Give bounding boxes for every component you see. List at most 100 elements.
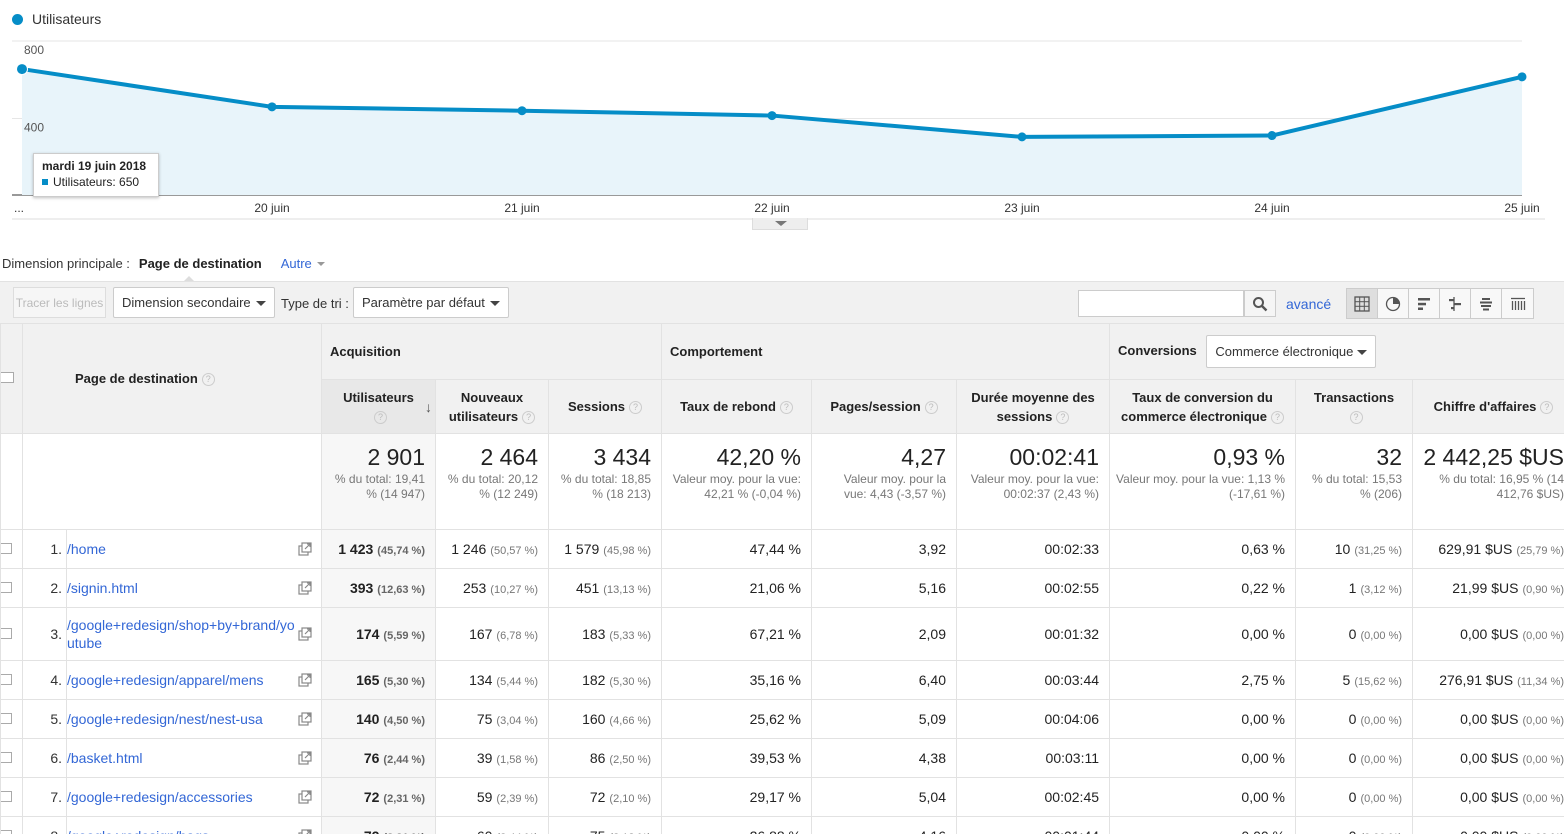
row-select-cell <box>0 777 23 817</box>
help-icon[interactable]: ? <box>1270 410 1284 424</box>
total-sessions-sub: % du total: 18,85 % (18 213) <box>560 472 651 501</box>
row-bounce: 29,17 % <box>661 777 812 817</box>
search-button[interactable] <box>1244 290 1276 317</box>
row-revenue-value: 0,00 $US <box>1460 626 1519 642</box>
row-bounce: 21,06 % <box>661 568 812 608</box>
group-acquisition: Acquisition <box>321 323 662 380</box>
row-users-value: 140 <box>356 711 380 727</box>
row-conv-rate: 0,00 % <box>1109 816 1297 834</box>
help-icon[interactable]: ? <box>629 401 643 415</box>
row-new-users: 39 (1,58 %) <box>435 738 549 778</box>
row-users-pct: (12,63 %) <box>377 584 425 596</box>
row-checkbox[interactable] <box>1 713 12 724</box>
row-checkbox[interactable] <box>1 543 12 554</box>
row-duration: 00:02:33 <box>955 529 1111 569</box>
row-checkbox[interactable] <box>1 830 12 834</box>
table-search-input[interactable] <box>1078 290 1244 317</box>
help-icon[interactable]: ? <box>522 410 536 424</box>
row-select-cell <box>0 529 23 569</box>
dimension-other-dropdown[interactable]: Autre <box>281 256 325 271</box>
landing-page-link[interactable]: /google+redesign/nest/nest-usa <box>67 711 263 727</box>
help-icon[interactable]: ? <box>201 373 215 387</box>
sort-type-select[interactable]: Paramètre par défaut <box>353 287 509 318</box>
select-all-checkbox[interactable] <box>1 372 14 383</box>
landing-page-link[interactable]: /home <box>67 541 106 557</box>
table-row: 2. /signin.html 393 (12,63 %) 253 (10,27 %… <box>0 568 1564 608</box>
row-sessions-pct: (5,33 %) <box>609 630 651 642</box>
col-sessions[interactable]: Sessions? <box>548 379 662 434</box>
row-new-users: 59 (2,39 %) <box>435 777 549 817</box>
plot-rows-button[interactable]: Tracer les lignes <box>13 287 106 318</box>
row-revenue-value: 0,00 $US <box>1460 828 1518 834</box>
view-term-cloud-button[interactable] <box>1471 289 1502 318</box>
collapse-chart-toggle[interactable] <box>752 218 808 230</box>
col-bounce-rate[interactable]: Taux de rebond? <box>661 379 812 434</box>
open-external-icon[interactable] <box>298 542 312 556</box>
view-performance-button[interactable] <box>1409 289 1440 318</box>
col-users[interactable]: Utilisateurs? ↓ <box>321 379 436 434</box>
row-checkbox[interactable] <box>1 791 12 802</box>
col-conversion-rate[interactable]: Taux de conversion du commerce électroni… <box>1109 379 1297 434</box>
row-users-value: 165 <box>356 672 380 688</box>
help-icon[interactable]: ? <box>924 401 938 415</box>
row-checkbox[interactable] <box>1 582 12 593</box>
landing-page-link[interactable]: /google+redesign/shop+by+brand/youtube <box>67 617 295 651</box>
total-bounce-value: 42,20 % <box>716 444 801 470</box>
row-transactions: 0(0,00 %) <box>1295 699 1414 739</box>
open-external-icon[interactable] <box>298 627 312 641</box>
help-icon[interactable]: ? <box>1349 410 1363 424</box>
col-sessions-label: Sessions <box>567 399 626 414</box>
open-external-icon[interactable] <box>298 829 312 834</box>
view-pivot-button[interactable] <box>1502 289 1533 318</box>
row-transactions-value: 5 <box>1342 672 1351 688</box>
row-checkbox[interactable] <box>1 674 12 685</box>
col-pages-session[interactable]: Pages/session? <box>811 379 957 434</box>
row-sessions: 160 (4,66 %) <box>548 699 662 739</box>
open-external-icon[interactable] <box>298 712 312 726</box>
row-revenue-pct: (0,00 %) <box>1522 793 1564 805</box>
row-users-pct: (5,30 %) <box>383 676 425 688</box>
row-bounce: 25,62 % <box>661 699 812 739</box>
view-pie-button[interactable] <box>1378 289 1409 318</box>
tooltip-value: Utilisateurs: 650 <box>53 175 140 189</box>
secondary-dimension-select[interactable]: Dimension secondaire <box>113 287 275 318</box>
help-icon[interactable]: ? <box>1540 401 1554 415</box>
help-icon[interactable]: ? <box>374 410 387 424</box>
row-checkbox[interactable] <box>1 628 12 639</box>
row-new-users-value: 75 <box>476 711 493 727</box>
comparison-icon <box>1449 296 1461 311</box>
landing-page-link[interactable]: /google+redesign/apparel/mens <box>67 672 264 688</box>
open-external-icon[interactable] <box>298 790 312 804</box>
landing-page-link[interactable]: /google+redesign/bags <box>68 827 298 834</box>
x-tick-label: 23 juin <box>1004 201 1039 215</box>
col-revenue[interactable]: Chiffre d'affaires? <box>1412 379 1564 434</box>
row-checkbox[interactable] <box>1 752 12 763</box>
open-external-icon[interactable] <box>298 751 312 765</box>
open-external-icon[interactable] <box>298 581 312 595</box>
col-avg-duration[interactable]: Durée moyenne des sessions? <box>955 379 1111 434</box>
dimension-landing-page[interactable]: Page de destination <box>138 256 262 271</box>
landing-page-link[interactable]: /google+redesign/accessories <box>67 789 253 805</box>
col-transactions[interactable]: Transactions? <box>1295 379 1414 434</box>
total-duration: 00:02:41 Valeur moy. pour la vue: 00:02:3… <box>955 433 1111 530</box>
row-bounce: 35,16 % <box>661 660 812 700</box>
row-sessions-pct: (2,10 %) <box>609 793 651 805</box>
row-new-users-pct: (6,78 %) <box>496 630 538 642</box>
landing-page-link[interactable]: /basket.html <box>67 750 143 766</box>
view-table-button[interactable] <box>1347 289 1378 318</box>
row-users: 1 423 (45,74 %) <box>321 529 436 569</box>
col-new-users[interactable]: Nouveaux utilisateurs? <box>435 379 549 434</box>
x-tick-label: 20 juin <box>254 201 289 215</box>
total-conv-rate: 0,93 % Valeur moy. pour la vue: 1,13 % (-… <box>1109 433 1297 530</box>
open-external-icon[interactable] <box>298 673 312 687</box>
help-icon[interactable]: ? <box>1056 410 1070 424</box>
advanced-filter-link[interactable]: avancé <box>1286 296 1332 312</box>
view-comparison-button[interactable] <box>1440 289 1471 318</box>
help-icon[interactable]: ? <box>779 401 793 415</box>
landing-page-link[interactable]: /signin.html <box>67 580 138 596</box>
row-revenue: 21,99 $US (0,90 %) <box>1412 568 1564 608</box>
chart-legend[interactable]: Utilisateurs <box>12 11 101 27</box>
conversions-select[interactable]: Commerce électronique <box>1206 335 1377 368</box>
landing-page-header[interactable]: Page de destination? <box>22 323 322 434</box>
row-transactions-pct: (31,25 %) <box>1354 545 1403 557</box>
